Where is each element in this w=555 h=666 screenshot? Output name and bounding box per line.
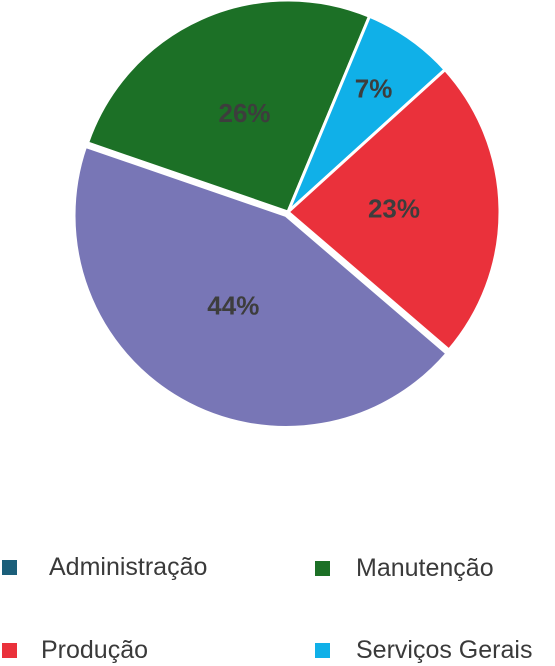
pie-labels: 26% 7% 23% 44%	[207, 74, 420, 321]
pie-slices	[72, 0, 502, 429]
pie-slice-manutencao	[86, 0, 371, 214]
pie-slice-producao	[286, 68, 502, 352]
slice-label-manutencao: 26%	[219, 98, 271, 128]
slice-label-producao: 23%	[368, 193, 420, 223]
slice-label-servicos-gerais: 7%	[355, 74, 393, 104]
pie-slice-administracao	[72, 144, 449, 429]
slice-label-administracao: 44%	[207, 290, 259, 320]
